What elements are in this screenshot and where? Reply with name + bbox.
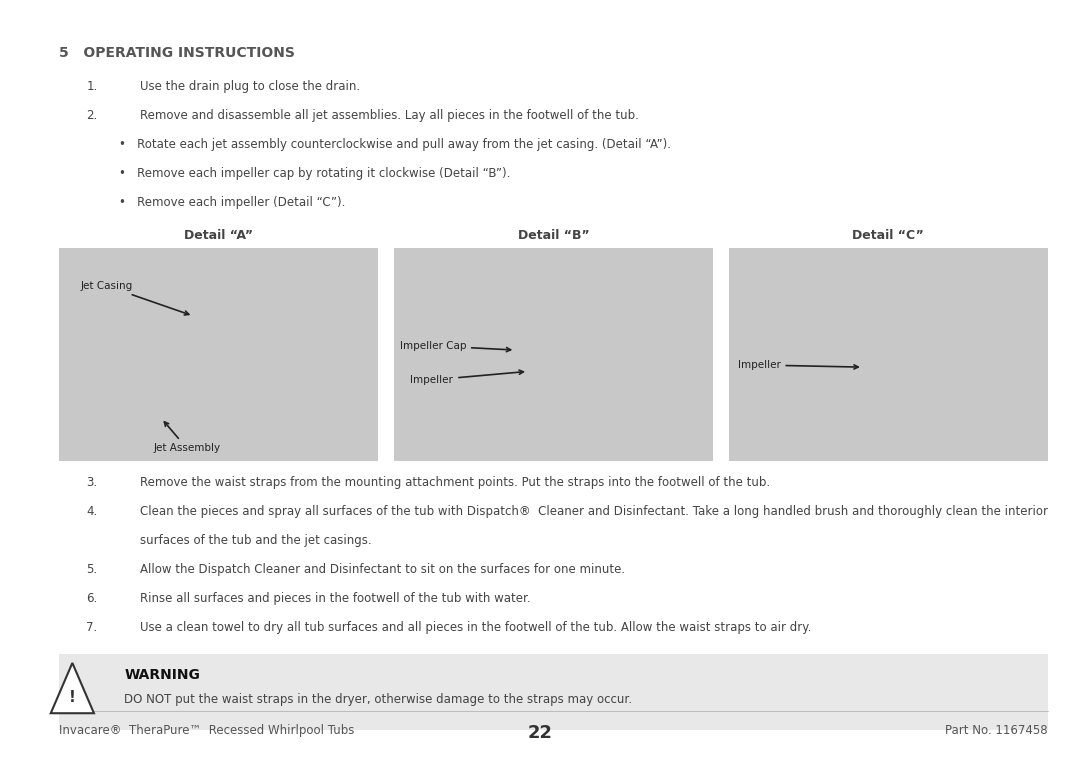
Text: 1.: 1. (86, 80, 97, 93)
Text: Use a clean towel to dry all tub surfaces and all pieces in the footwell of the : Use a clean towel to dry all tub surface… (140, 621, 812, 634)
Text: 6.: 6. (86, 592, 97, 605)
Text: Part No. 1167458: Part No. 1167458 (945, 724, 1048, 737)
Text: Impeller Cap: Impeller Cap (400, 341, 511, 352)
Text: Remove and disassemble all jet assemblies. Lay all pieces in the footwell of the: Remove and disassemble all jet assemblie… (140, 109, 639, 122)
Text: Allow the Dispatch Cleaner and Disinfectant to sit on the surfaces for one minut: Allow the Dispatch Cleaner and Disinfect… (140, 563, 625, 576)
FancyBboxPatch shape (59, 654, 1048, 730)
Text: 7.: 7. (86, 621, 97, 634)
FancyBboxPatch shape (729, 248, 1048, 461)
Text: •   Rotate each jet assembly counterclockwise and pull away from the jet casing.: • Rotate each jet assembly counterclockw… (119, 138, 671, 151)
Text: Invacare®  TheraPure™  Recessed Whirlpool Tubs: Invacare® TheraPure™ Recessed Whirlpool … (59, 724, 354, 737)
FancyBboxPatch shape (394, 248, 713, 461)
Text: 3.: 3. (86, 476, 97, 489)
Text: 4.: 4. (86, 505, 97, 518)
Text: 2.: 2. (86, 109, 97, 122)
Text: DO NOT put the waist straps in the dryer, otherwise damage to the straps may occ: DO NOT put the waist straps in the dryer… (124, 693, 632, 706)
Text: 22: 22 (527, 724, 553, 742)
Text: 5.: 5. (86, 563, 97, 576)
Text: Detail “C”: Detail “C” (852, 229, 924, 242)
Text: Detail “A”: Detail “A” (185, 229, 253, 242)
Text: •   Remove each impeller (Detail “C”).: • Remove each impeller (Detail “C”). (119, 196, 346, 209)
Text: Jet Casing: Jet Casing (81, 281, 189, 315)
Text: surfaces of the tub and the jet casings.: surfaces of the tub and the jet casings. (140, 534, 372, 547)
Text: Impeller: Impeller (738, 360, 859, 370)
Text: WARNING: WARNING (124, 668, 200, 681)
Text: Jet Assembly: Jet Assembly (153, 422, 220, 453)
Text: Detail “B”: Detail “B” (517, 229, 590, 242)
Text: Rinse all surfaces and pieces in the footwell of the tub with water.: Rinse all surfaces and pieces in the foo… (140, 592, 531, 605)
Text: Remove the waist straps from the mounting attachment points. Put the straps into: Remove the waist straps from the mountin… (140, 476, 770, 489)
Text: !: ! (69, 690, 76, 706)
Text: Impeller: Impeller (410, 370, 524, 385)
Text: •   Remove each impeller cap by rotating it clockwise (Detail “B”).: • Remove each impeller cap by rotating i… (119, 167, 510, 180)
Text: Clean the pieces and spray all surfaces of the tub with Dispatch®  Cleaner and D: Clean the pieces and spray all surfaces … (140, 505, 1049, 518)
Text: 5   OPERATING INSTRUCTIONS: 5 OPERATING INSTRUCTIONS (59, 46, 295, 59)
FancyBboxPatch shape (59, 248, 378, 461)
Text: Use the drain plug to close the drain.: Use the drain plug to close the drain. (140, 80, 361, 93)
Polygon shape (51, 663, 94, 713)
